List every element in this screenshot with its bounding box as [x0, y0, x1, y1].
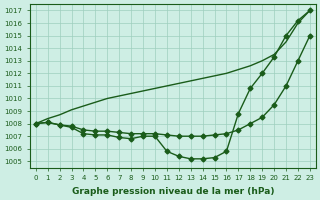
X-axis label: Graphe pression niveau de la mer (hPa): Graphe pression niveau de la mer (hPa)	[72, 187, 274, 196]
